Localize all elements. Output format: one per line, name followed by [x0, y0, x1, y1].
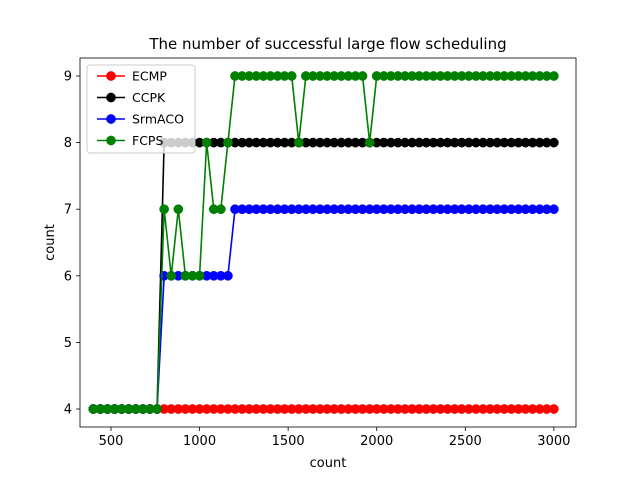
plot-frame: [79, 57, 577, 428]
x-tick-label: 500: [99, 434, 124, 449]
data-point-fcps: [293, 137, 304, 148]
data-point-fcps: [173, 204, 184, 215]
legend-marker-fcps: [106, 135, 116, 146]
data-point-srmaco: [223, 270, 233, 281]
legend-marker-ccpk: [106, 92, 116, 103]
legend-box: [86, 64, 196, 154]
legend-marker-ecmp: [106, 71, 116, 81]
x-tick-label: 2500: [449, 434, 482, 449]
data-point-srmaco: [549, 204, 559, 215]
y-tick-label: 5: [64, 336, 72, 351]
y-tick-label: 9: [64, 69, 72, 84]
x-axis: 500 1000 1500 2000 2500 3000: [99, 427, 570, 449]
legend-marker-srmaco: [106, 114, 116, 124]
data-point-fcps: [357, 71, 368, 81]
x-tick-label: 1500: [272, 434, 305, 449]
data-point-fcps: [194, 270, 205, 281]
data-point-fcps: [159, 204, 169, 215]
data-point-ccpk: [549, 137, 559, 148]
legend-label-ccpk: CCPK: [132, 90, 166, 105]
series-layer: [88, 71, 559, 414]
x-axis-label: count: [310, 456, 347, 471]
x-tick-label: 1000: [183, 434, 216, 449]
legend-label-ecmp: ECMP: [132, 69, 167, 84]
data-point-fcps: [223, 137, 233, 148]
y-axis-label: count: [43, 224, 58, 261]
legend-label-srmaco: SrmACO: [132, 112, 184, 127]
chart-title: The number of successful large flow sche…: [148, 35, 506, 53]
data-point-fcps: [201, 137, 212, 148]
legend: ECMP CCPK SrmACO FCPS: [86, 64, 196, 154]
data-point-ecmp: [549, 404, 559, 414]
data-point-fcps: [166, 270, 177, 281]
y-tick-label: 7: [64, 203, 72, 218]
legend-label-fcps: FCPS: [132, 133, 163, 148]
y-tick-label: 6: [64, 269, 72, 284]
data-point-fcps: [215, 204, 226, 215]
x-tick-label: 3000: [537, 434, 570, 449]
data-point-fcps: [286, 71, 297, 81]
x-tick-label: 2000: [360, 434, 393, 449]
y-axis: 4 5 6 7 8 9: [64, 69, 80, 418]
series-fcps: [88, 71, 559, 414]
y-tick-label: 8: [64, 136, 72, 151]
data-point-fcps: [364, 137, 375, 148]
data-point-fcps: [152, 404, 162, 414]
y-tick-label: 4: [64, 403, 72, 418]
data-point-fcps: [549, 71, 559, 81]
